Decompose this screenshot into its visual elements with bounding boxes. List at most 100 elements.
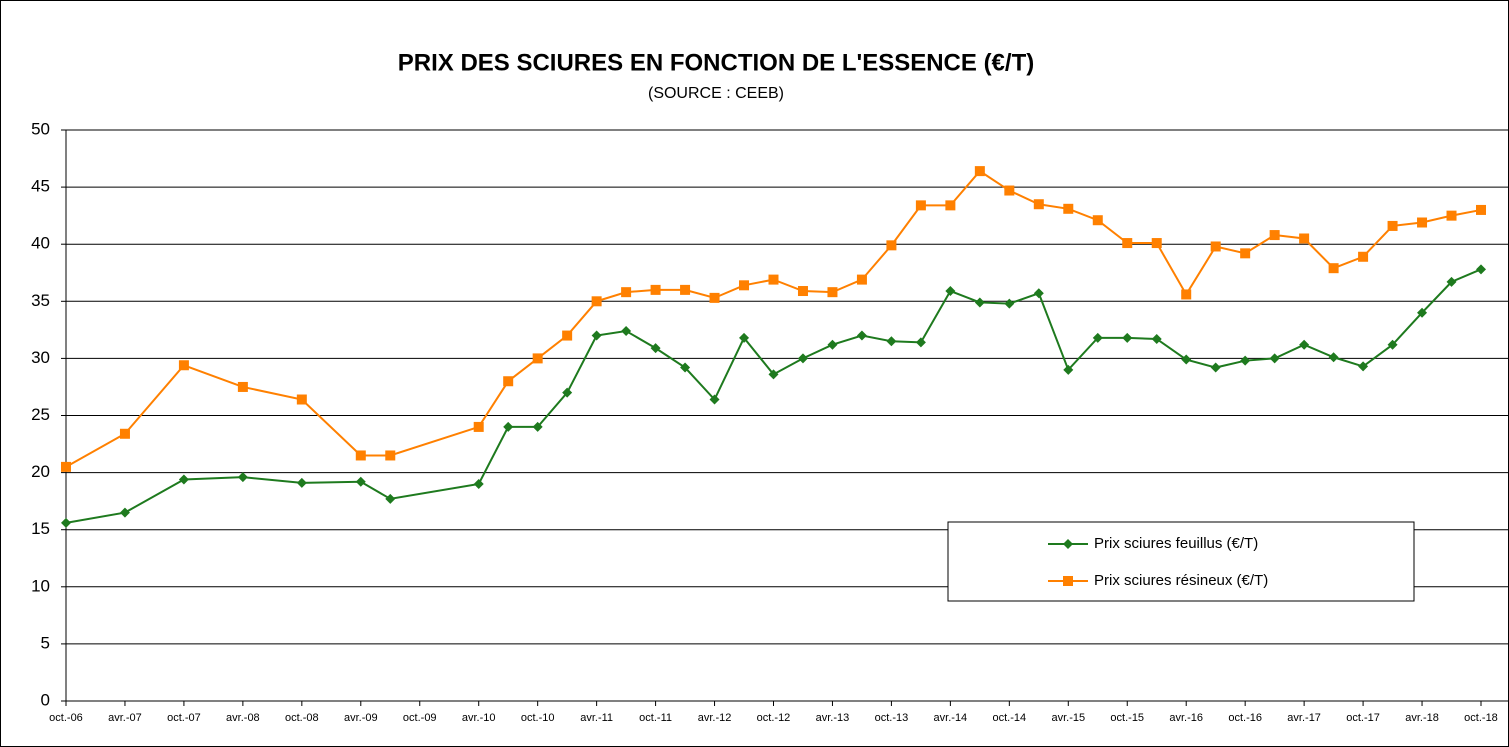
data-point — [1387, 220, 1398, 231]
data-point — [1033, 288, 1044, 299]
legend-marker — [1063, 539, 1073, 549]
data-point — [178, 474, 189, 485]
legend-box — [947, 521, 1415, 602]
data-point — [680, 284, 691, 295]
data-point — [856, 330, 867, 341]
data-point — [1358, 361, 1369, 372]
data-point — [385, 450, 396, 461]
data-point — [385, 493, 396, 504]
data-point — [827, 339, 838, 350]
data-point — [178, 360, 189, 371]
data-point — [1181, 289, 1192, 300]
chart-title: PRIX DES SCIURES EN FONCTION DE L'ESSENC… — [398, 49, 1034, 76]
x-tick-label: oct.-11 — [639, 712, 672, 724]
data-point — [621, 325, 632, 336]
data-point — [296, 394, 307, 405]
data-point — [355, 450, 366, 461]
data-point — [1417, 307, 1428, 318]
x-tick-label: oct.-18 — [1464, 712, 1498, 724]
x-tick-label: oct.-10 — [521, 712, 555, 724]
data-point — [61, 517, 71, 528]
x-tick-label: avr.-16 — [1169, 712, 1203, 724]
data-point — [739, 280, 750, 291]
data-point — [1328, 263, 1339, 274]
y-tick-label: 5 — [41, 633, 50, 652]
data-point — [119, 428, 130, 439]
y-tick-label: 30 — [31, 348, 50, 367]
legend-label: Prix sciures résineux (€/T) — [1094, 572, 1268, 589]
data-point — [532, 353, 543, 364]
data-point — [709, 292, 720, 303]
y-tick-label: 10 — [31, 576, 50, 595]
data-point — [355, 476, 366, 487]
data-point — [237, 381, 248, 392]
data-point — [562, 330, 573, 341]
data-point — [945, 200, 956, 211]
x-tick-label: oct.-16 — [1228, 712, 1262, 724]
data-point — [1151, 333, 1162, 344]
data-point — [650, 284, 661, 295]
data-point — [886, 240, 897, 251]
legend-label: Prix sciures feuillus (€/T) — [1094, 535, 1258, 552]
chart-subtitle: (SOURCE : CEEB) — [648, 85, 784, 102]
y-tick-label: 20 — [31, 462, 50, 481]
data-point — [1476, 264, 1486, 275]
x-tick-label: avr.-13 — [816, 712, 850, 724]
data-point — [827, 287, 838, 298]
data-point — [1446, 276, 1457, 287]
data-point — [1328, 352, 1339, 363]
data-point — [1387, 339, 1398, 350]
y-tick-label: 40 — [31, 234, 50, 253]
data-point — [915, 200, 926, 211]
x-tick-label: oct.-13 — [875, 712, 909, 724]
data-point — [797, 353, 808, 364]
data-point — [1033, 199, 1044, 210]
x-tick-label: avr.-11 — [580, 712, 613, 724]
y-tick-label: 0 — [41, 690, 50, 709]
x-tick-label: oct.-12 — [757, 712, 791, 724]
data-point — [768, 369, 779, 380]
data-point — [1299, 339, 1310, 350]
data-point — [1063, 364, 1074, 375]
y-tick-label: 35 — [31, 291, 50, 310]
data-point — [945, 286, 956, 297]
data-point — [739, 332, 750, 343]
series-line — [65, 268, 1482, 524]
y-tick-label: 15 — [31, 519, 50, 538]
data-point — [915, 337, 926, 348]
x-tick-label: avr.-12 — [698, 712, 732, 724]
data-point — [1476, 204, 1486, 215]
data-point — [1063, 203, 1074, 214]
y-tick-label: 25 — [31, 405, 50, 424]
data-point — [1358, 251, 1369, 262]
x-tick-label: oct.-17 — [1346, 712, 1380, 724]
data-point — [1181, 354, 1192, 365]
data-point — [856, 274, 867, 285]
data-point — [797, 286, 808, 297]
data-point — [1210, 362, 1221, 373]
x-tick-label: avr.-18 — [1405, 712, 1439, 724]
data-point — [1269, 353, 1280, 364]
data-point — [562, 387, 573, 398]
data-point — [1240, 355, 1251, 366]
data-point — [768, 274, 779, 285]
x-tick-label: avr.-09 — [344, 712, 378, 724]
data-point — [591, 330, 602, 341]
data-point — [1151, 238, 1162, 249]
data-point — [1004, 185, 1015, 196]
x-tick-label: avr.-17 — [1287, 712, 1321, 724]
x-tick-label: avr.-08 — [226, 712, 260, 724]
y-tick-label: 45 — [31, 177, 50, 196]
data-point — [1092, 332, 1103, 343]
data-point — [591, 296, 602, 307]
data-point — [503, 421, 514, 432]
data-point — [1004, 298, 1015, 309]
data-point — [1269, 230, 1280, 241]
data-point — [119, 507, 130, 518]
data-point — [709, 394, 720, 405]
x-tick-label: avr.-10 — [462, 712, 496, 724]
data-point — [1446, 210, 1457, 221]
data-point — [974, 166, 985, 177]
